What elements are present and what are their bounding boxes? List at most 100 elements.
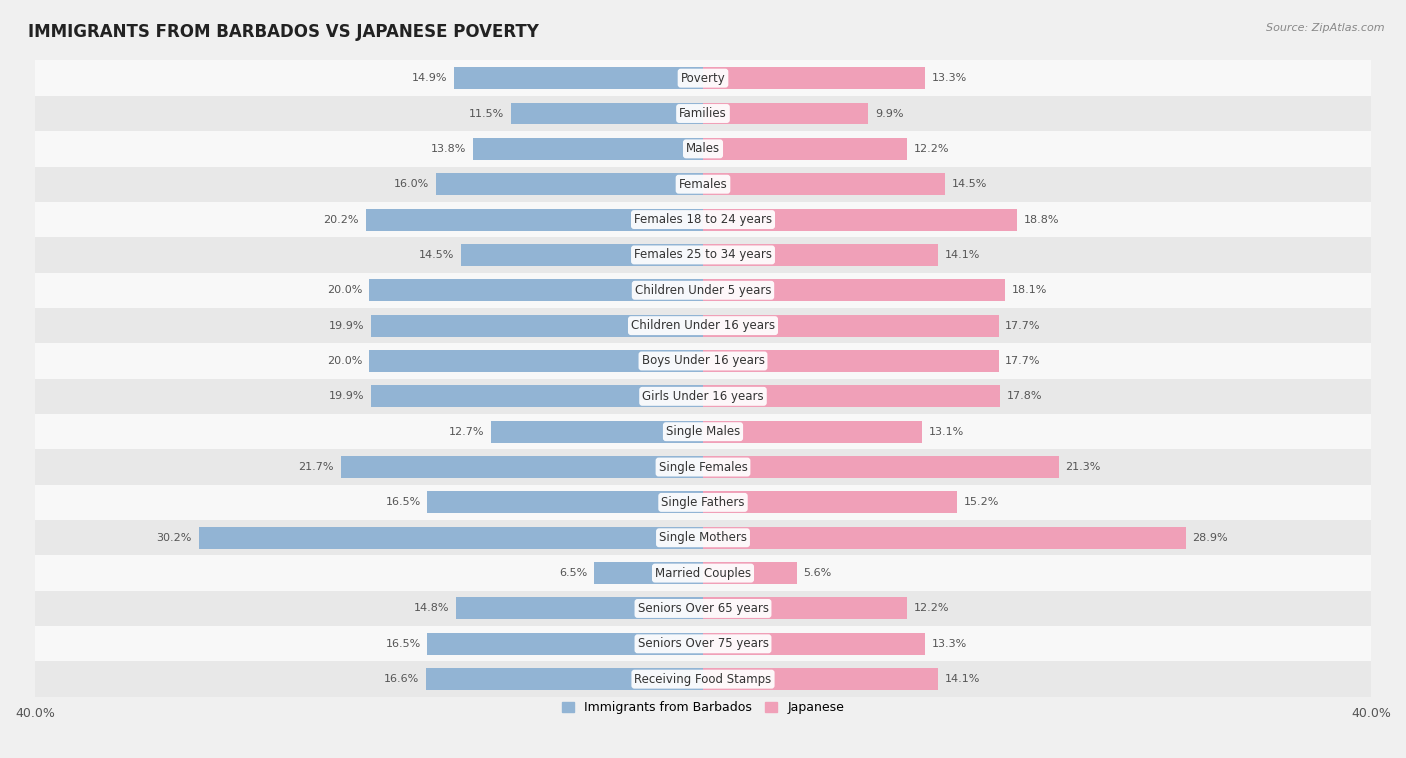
Text: Poverty: Poverty [681, 72, 725, 85]
Text: 12.7%: 12.7% [449, 427, 484, 437]
Bar [35, 626, 1371, 662]
Text: 16.5%: 16.5% [385, 497, 420, 507]
Text: 19.9%: 19.9% [329, 391, 364, 401]
Text: 13.3%: 13.3% [932, 74, 967, 83]
Bar [703, 244, 938, 266]
Bar [436, 174, 703, 195]
Bar [35, 343, 1371, 379]
Bar [35, 308, 1371, 343]
Bar [472, 138, 703, 160]
Bar [35, 590, 1371, 626]
Bar [703, 491, 957, 513]
Text: Females 25 to 34 years: Females 25 to 34 years [634, 249, 772, 262]
Bar [703, 102, 869, 124]
Bar [703, 350, 998, 372]
Bar [35, 414, 1371, 449]
Bar [35, 96, 1371, 131]
Text: 11.5%: 11.5% [470, 108, 505, 118]
Bar [510, 102, 703, 124]
Bar [703, 208, 1017, 230]
Text: 21.3%: 21.3% [1066, 462, 1101, 472]
Text: 28.9%: 28.9% [1192, 533, 1227, 543]
Text: Families: Families [679, 107, 727, 120]
Text: 6.5%: 6.5% [560, 568, 588, 578]
Text: 16.6%: 16.6% [384, 674, 419, 684]
Bar [703, 527, 1185, 549]
Text: IMMIGRANTS FROM BARBADOS VS JAPANESE POVERTY: IMMIGRANTS FROM BARBADOS VS JAPANESE POV… [28, 23, 538, 41]
Bar [703, 421, 922, 443]
Bar [371, 315, 703, 337]
Bar [35, 131, 1371, 167]
Bar [35, 449, 1371, 484]
Bar [35, 237, 1371, 273]
Text: 19.9%: 19.9% [329, 321, 364, 330]
Text: 14.1%: 14.1% [945, 250, 980, 260]
Text: 15.2%: 15.2% [963, 497, 998, 507]
Text: 14.5%: 14.5% [419, 250, 454, 260]
Text: 17.8%: 17.8% [1007, 391, 1042, 401]
Bar [461, 244, 703, 266]
Bar [35, 273, 1371, 308]
Text: Children Under 16 years: Children Under 16 years [631, 319, 775, 332]
Text: Source: ZipAtlas.com: Source: ZipAtlas.com [1267, 23, 1385, 33]
Bar [35, 379, 1371, 414]
Text: 16.0%: 16.0% [394, 179, 429, 190]
Bar [198, 527, 703, 549]
Text: Single Mothers: Single Mothers [659, 531, 747, 544]
Text: Boys Under 16 years: Boys Under 16 years [641, 355, 765, 368]
Text: 14.5%: 14.5% [952, 179, 987, 190]
Bar [703, 315, 998, 337]
Bar [366, 208, 703, 230]
Bar [368, 279, 703, 301]
Text: 13.3%: 13.3% [932, 639, 967, 649]
Text: 5.6%: 5.6% [803, 568, 831, 578]
Text: 13.8%: 13.8% [430, 144, 465, 154]
Text: 18.8%: 18.8% [1024, 215, 1059, 224]
Bar [35, 556, 1371, 590]
Bar [595, 562, 703, 584]
Text: Children Under 5 years: Children Under 5 years [634, 283, 772, 297]
Text: 18.1%: 18.1% [1012, 285, 1047, 296]
Legend: Immigrants from Barbados, Japanese: Immigrants from Barbados, Japanese [557, 697, 849, 719]
Bar [456, 597, 703, 619]
Text: 20.0%: 20.0% [328, 285, 363, 296]
Bar [35, 61, 1371, 96]
Text: 30.2%: 30.2% [156, 533, 193, 543]
Text: 17.7%: 17.7% [1005, 356, 1040, 366]
Bar [35, 484, 1371, 520]
Text: Seniors Over 75 years: Seniors Over 75 years [637, 637, 769, 650]
Bar [703, 385, 1000, 407]
Bar [340, 456, 703, 478]
Bar [427, 633, 703, 655]
Bar [491, 421, 703, 443]
Text: 9.9%: 9.9% [875, 108, 904, 118]
Text: 20.2%: 20.2% [323, 215, 359, 224]
Bar [703, 456, 1059, 478]
Bar [703, 669, 938, 690]
Bar [427, 491, 703, 513]
Text: 16.5%: 16.5% [385, 639, 420, 649]
Text: Girls Under 16 years: Girls Under 16 years [643, 390, 763, 402]
Text: Females 18 to 24 years: Females 18 to 24 years [634, 213, 772, 226]
Text: 17.7%: 17.7% [1005, 321, 1040, 330]
Text: Receiving Food Stamps: Receiving Food Stamps [634, 672, 772, 686]
Text: Males: Males [686, 143, 720, 155]
Text: Females: Females [679, 177, 727, 191]
Text: 14.8%: 14.8% [413, 603, 449, 613]
Bar [703, 67, 925, 89]
Text: 12.2%: 12.2% [914, 144, 949, 154]
Text: Seniors Over 65 years: Seniors Over 65 years [637, 602, 769, 615]
Bar [703, 633, 925, 655]
Bar [703, 279, 1005, 301]
Text: 14.1%: 14.1% [945, 674, 980, 684]
Text: Single Females: Single Females [658, 461, 748, 474]
Bar [368, 350, 703, 372]
Bar [426, 669, 703, 690]
Bar [35, 520, 1371, 556]
Text: Married Couples: Married Couples [655, 567, 751, 580]
Text: 13.1%: 13.1% [928, 427, 963, 437]
Text: 12.2%: 12.2% [914, 603, 949, 613]
Text: Single Males: Single Males [666, 425, 740, 438]
Bar [35, 167, 1371, 202]
Bar [703, 174, 945, 195]
